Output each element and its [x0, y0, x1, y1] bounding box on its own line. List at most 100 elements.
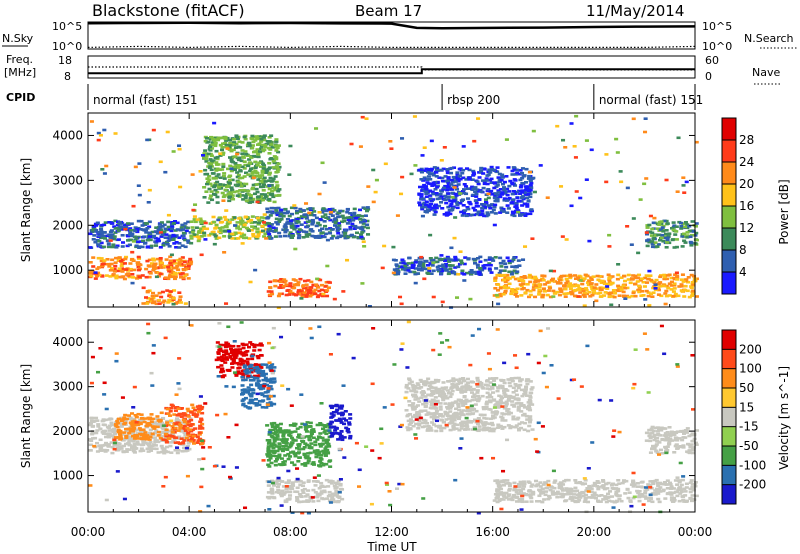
heatmap-cell: [256, 223, 261, 226]
heatmap-cell: [663, 292, 668, 295]
heatmap-cell: [318, 218, 323, 221]
heatmap-cell: [262, 221, 267, 224]
heatmap-cell: [420, 207, 425, 211]
heatmap-cell: [290, 487, 295, 491]
heatmap-cell: [527, 174, 532, 178]
heatmap-cell: [190, 403, 195, 407]
heatmap-cell: [215, 201, 220, 204]
heatmap-cell: [230, 348, 235, 352]
heatmap-cell: [241, 182, 246, 186]
heatmap-cell: [462, 273, 467, 276]
heatmap-cell: [240, 222, 245, 226]
heatmap-cell: [418, 203, 423, 207]
heatmap-cell: [281, 284, 286, 288]
heatmap-cell: [149, 422, 154, 426]
heatmap-cell: [513, 293, 518, 296]
heatmap-cell: [228, 164, 233, 168]
heatmap-cell: [241, 351, 246, 355]
heatmap-cell: [160, 450, 165, 454]
heatmap-cell: [399, 302, 404, 306]
heatmap-cell: [229, 158, 234, 162]
heatmap-cell: [270, 479, 275, 483]
heatmap-cell: [135, 230, 140, 234]
heatmap-cell: [131, 427, 136, 431]
heatmap-cell: [506, 276, 511, 280]
heatmap-cell: [99, 257, 104, 260]
heatmap-cell: [490, 193, 495, 196]
heatmap-cell: [448, 395, 453, 399]
heatmap-cell: [480, 422, 485, 425]
heatmap-cell: [203, 139, 208, 143]
heatmap-cell: [114, 444, 119, 447]
heatmap-cell: [123, 413, 128, 417]
heatmap-cell: [171, 222, 176, 225]
heatmap-cell: [401, 261, 406, 265]
heatmap-cell: [664, 178, 669, 182]
heatmap-cell: [106, 443, 111, 446]
heatmap-cell: [621, 294, 626, 298]
heatmap-cell: [569, 204, 574, 208]
heatmap-cell: [175, 228, 180, 231]
heatmap-cell: [471, 174, 476, 177]
heatmap-cell: [348, 216, 353, 219]
heatmap-cell: [228, 182, 233, 185]
heatmap-cell: [236, 166, 241, 169]
heatmap-cell: [478, 267, 483, 270]
heatmap-cell: [439, 189, 444, 193]
heatmap-cell: [667, 294, 672, 297]
heatmap-cell: [322, 235, 327, 239]
heatmap-cell: [332, 297, 337, 301]
heatmap-cell: [329, 210, 334, 214]
heatmap-cell: [216, 186, 221, 189]
heatmap-cell: [178, 426, 183, 430]
heatmap-cell: [549, 278, 554, 282]
heatmap-cell: [198, 219, 203, 222]
heatmap-cell: [461, 168, 466, 172]
heatmap-cell: [323, 285, 328, 288]
heatmap-cell: [223, 361, 228, 364]
heatmap-cell: [394, 263, 399, 266]
heatmap-cell: [224, 302, 229, 305]
heatmap-cell: [274, 194, 279, 197]
heatmap-cell: [93, 277, 98, 280]
heatmap-cell: [265, 207, 270, 211]
heatmap-cell: [601, 286, 606, 290]
heatmap-cell: [276, 206, 281, 210]
heatmap-cell: [325, 448, 330, 452]
heatmap-cell: [178, 257, 183, 261]
heatmap-cell: [600, 279, 605, 283]
heatmap-cell: [99, 232, 104, 235]
heatmap-cell: [322, 431, 327, 434]
heatmap-cell: [512, 269, 517, 273]
heatmap-cell: [190, 433, 195, 437]
heatmap-cell: [199, 407, 204, 411]
heatmap-cell: [493, 212, 498, 215]
heatmap-cell: [224, 145, 229, 149]
heatmap-cell: [527, 170, 532, 174]
heatmap-cell: [658, 238, 663, 242]
heatmap-cell: [311, 436, 316, 440]
heatmap-cell: [313, 443, 318, 447]
heatmap-cell: [529, 181, 534, 185]
heatmap-cell: [653, 283, 658, 286]
heatmap-cell: [499, 209, 504, 212]
heatmap-cell: [561, 138, 566, 142]
heatmap-cell: [123, 257, 128, 261]
heatmap-cell: [260, 171, 265, 174]
heatmap-cell: [203, 149, 208, 152]
heatmap-cell: [271, 428, 276, 432]
heatmap-cell: [446, 198, 451, 201]
heatmap-cell: [274, 482, 279, 485]
heatmap-cell: [139, 437, 144, 441]
heatmap-cell: [117, 433, 122, 436]
heatmap-cell: [201, 154, 206, 157]
heatmap-cell: [165, 430, 170, 433]
heatmap-cell: [166, 239, 171, 243]
heatmap-cell: [217, 168, 222, 171]
heatmap-cell: [404, 263, 409, 266]
heatmap-cell: [166, 265, 171, 269]
heatmap-cell: [663, 302, 668, 306]
heatmap-cell: [513, 173, 518, 176]
heatmap-cell: [510, 173, 515, 176]
heatmap-cell: [493, 203, 498, 207]
